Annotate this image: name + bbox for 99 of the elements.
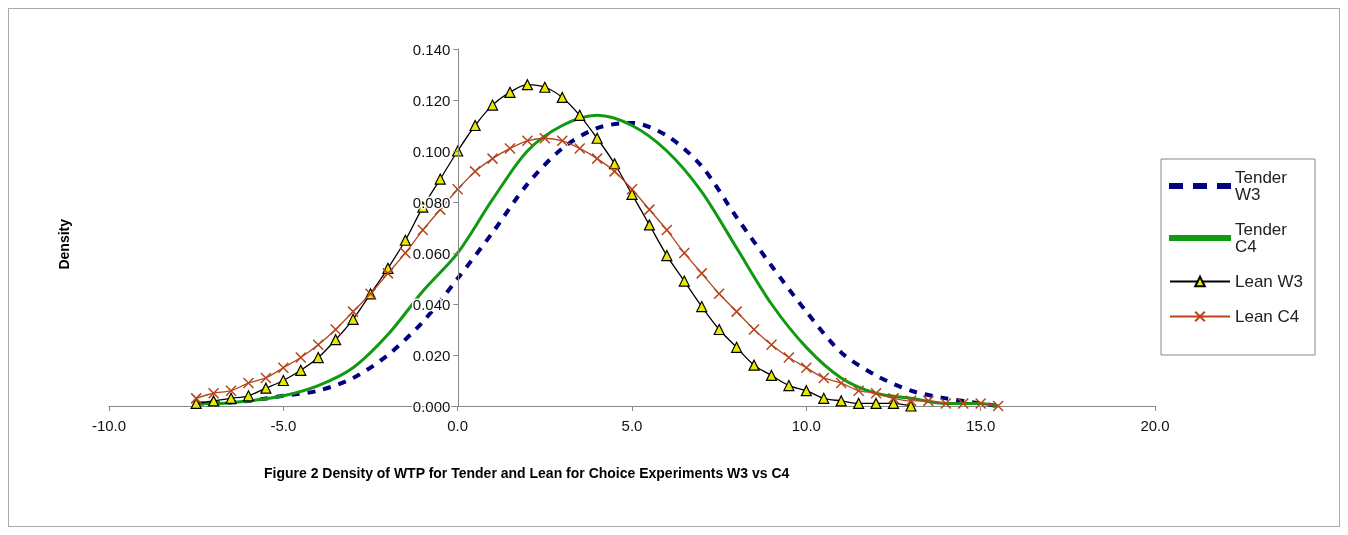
- point: [870, 397, 882, 410]
- point: [783, 351, 795, 364]
- point: [225, 384, 237, 397]
- y-tick-label: 0.060: [412, 244, 451, 262]
- legend-label: Tender C4: [1235, 220, 1292, 256]
- point: [748, 359, 760, 371]
- point: [260, 372, 272, 384]
- legend-label: Tender W3: [1235, 168, 1292, 204]
- point: [207, 387, 220, 399]
- point: [591, 132, 603, 144]
- point: [643, 219, 656, 231]
- point: [713, 288, 725, 300]
- point: [277, 362, 290, 374]
- y-tick-label: 0.120: [412, 91, 451, 109]
- point: [800, 385, 812, 397]
- point: [504, 86, 516, 98]
- point: [643, 203, 656, 216]
- point: [818, 392, 830, 404]
- point: [312, 339, 324, 351]
- point: [748, 323, 760, 336]
- point: [573, 142, 586, 155]
- point: [661, 249, 673, 262]
- point: [556, 91, 568, 104]
- point: [347, 305, 359, 318]
- legend-label: Lean C4: [1235, 307, 1300, 326]
- point: [295, 364, 307, 376]
- point: [695, 267, 708, 280]
- point: [678, 247, 691, 259]
- point: [783, 380, 795, 392]
- x-tick-label: 15.0: [966, 417, 996, 434]
- point: [451, 183, 464, 195]
- point: [626, 183, 638, 195]
- point: [277, 374, 289, 387]
- y-tick-label: 0.000: [412, 397, 451, 415]
- x-tick-label: 20.0: [1140, 417, 1170, 434]
- point: [486, 99, 499, 111]
- point: [678, 275, 690, 287]
- point: [940, 397, 952, 410]
- x-tick-label: 5.0: [621, 417, 643, 434]
- point: [818, 372, 830, 384]
- y-tick-label: 0.020: [412, 346, 451, 364]
- y-tick-label: 0.140: [412, 40, 451, 58]
- point: [469, 119, 481, 132]
- point: [242, 377, 255, 389]
- point: [992, 400, 1004, 412]
- legend-label: Lean W3: [1235, 272, 1304, 291]
- point: [399, 234, 411, 246]
- point: [713, 323, 725, 336]
- point: [974, 397, 987, 410]
- point: [765, 339, 778, 351]
- x-tick-label: 10.0: [791, 417, 821, 434]
- point: [922, 395, 935, 407]
- point: [556, 135, 569, 147]
- point: [521, 135, 534, 147]
- point: [870, 387, 882, 399]
- point: [608, 165, 621, 178]
- point: [852, 384, 865, 397]
- point: [295, 351, 307, 364]
- y-tick-label: 0.100: [412, 142, 451, 160]
- point: [853, 397, 865, 410]
- point: [696, 300, 708, 313]
- point: [208, 395, 220, 407]
- point: [382, 267, 394, 280]
- point: [765, 369, 778, 381]
- point: [957, 397, 969, 410]
- point: [661, 224, 673, 236]
- point: [835, 377, 847, 389]
- point: [521, 79, 533, 91]
- point: [399, 247, 412, 259]
- point: [731, 341, 743, 353]
- point: [574, 109, 586, 121]
- point: [887, 397, 900, 410]
- point: [242, 390, 255, 402]
- x-tick-label: -10.0: [91, 417, 127, 434]
- x-tick-label: 0.0: [447, 417, 469, 434]
- point: [905, 395, 917, 407]
- point: [730, 305, 743, 318]
- x-tick-label: -5.0: [270, 417, 297, 434]
- point: [800, 362, 813, 374]
- point: [591, 152, 603, 165]
- text: Figure 2 Density of WTP for Tender and Lean for Choice Experiments W3 vs C4: [264, 465, 790, 481]
- y-axis-title: Density: [56, 218, 72, 270]
- point: [469, 165, 481, 178]
- point: [417, 224, 429, 236]
- point: [434, 173, 446, 185]
- point: [539, 81, 551, 93]
- point: [835, 395, 847, 407]
- point: [539, 132, 551, 144]
- point: [190, 392, 202, 405]
- y-tick-label: 0.040: [412, 295, 451, 313]
- point: [330, 334, 342, 346]
- point: [329, 323, 342, 336]
- point: [225, 392, 237, 404]
- point: [504, 142, 516, 155]
- point: [486, 152, 499, 165]
- point: [887, 392, 900, 405]
- point: [347, 313, 359, 325]
- point: [312, 351, 324, 364]
- point: [260, 382, 272, 394]
